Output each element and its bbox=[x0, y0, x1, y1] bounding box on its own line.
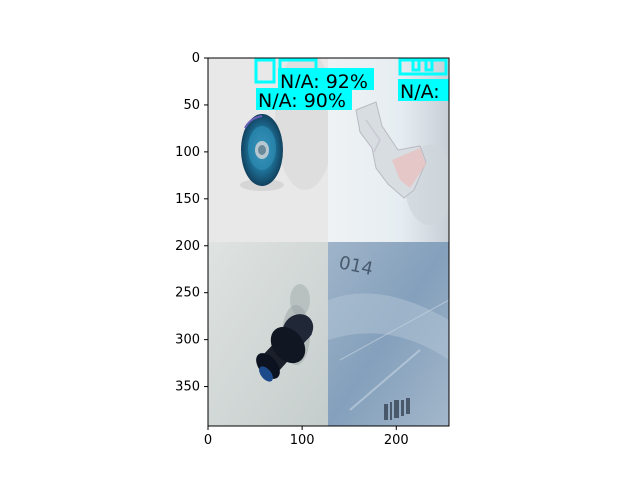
y-tick-label: 200 bbox=[175, 239, 200, 254]
y-tick-label: 0 bbox=[192, 51, 200, 66]
image-area: 014 N/A: 92% N/A: 90% bbox=[208, 58, 449, 426]
x-tick-label: 100 bbox=[290, 433, 315, 448]
can-icon bbox=[241, 114, 283, 186]
detection-boxes bbox=[254, 58, 448, 84]
detection-label-3: N/A: bbox=[398, 79, 449, 103]
bottle-icon bbox=[256, 314, 314, 382]
y-tick-label: 50 bbox=[183, 98, 200, 113]
detection-label-1-text: N/A: 92% bbox=[280, 71, 368, 93]
y-tick-label: 350 bbox=[175, 380, 200, 395]
y-tick-label: 300 bbox=[175, 333, 200, 348]
tile-plastic: 014 bbox=[328, 242, 449, 426]
x-tick-label: 0 bbox=[204, 433, 212, 448]
y-axis: 0 50 100 150 200 250 300 350 bbox=[175, 51, 208, 395]
wrapper-icon bbox=[355, 101, 427, 199]
axes-frame bbox=[207, 57, 450, 427]
detection-label-2-text: N/A: 90% bbox=[258, 90, 346, 112]
x-tick-label: 200 bbox=[384, 433, 409, 448]
detection-label-3-text: N/A: bbox=[400, 81, 440, 103]
detection-label-1: N/A: 92% bbox=[278, 68, 374, 93]
detection-label-2: N/A: 90% bbox=[256, 88, 352, 112]
x-axis: 0 100 200 bbox=[204, 426, 409, 448]
y-tick-label: 250 bbox=[175, 286, 200, 301]
y-tick-label: 150 bbox=[175, 192, 200, 207]
y-tick-label: 100 bbox=[175, 145, 200, 160]
tile-bottle bbox=[208, 242, 328, 426]
barcode-icon bbox=[384, 398, 410, 420]
